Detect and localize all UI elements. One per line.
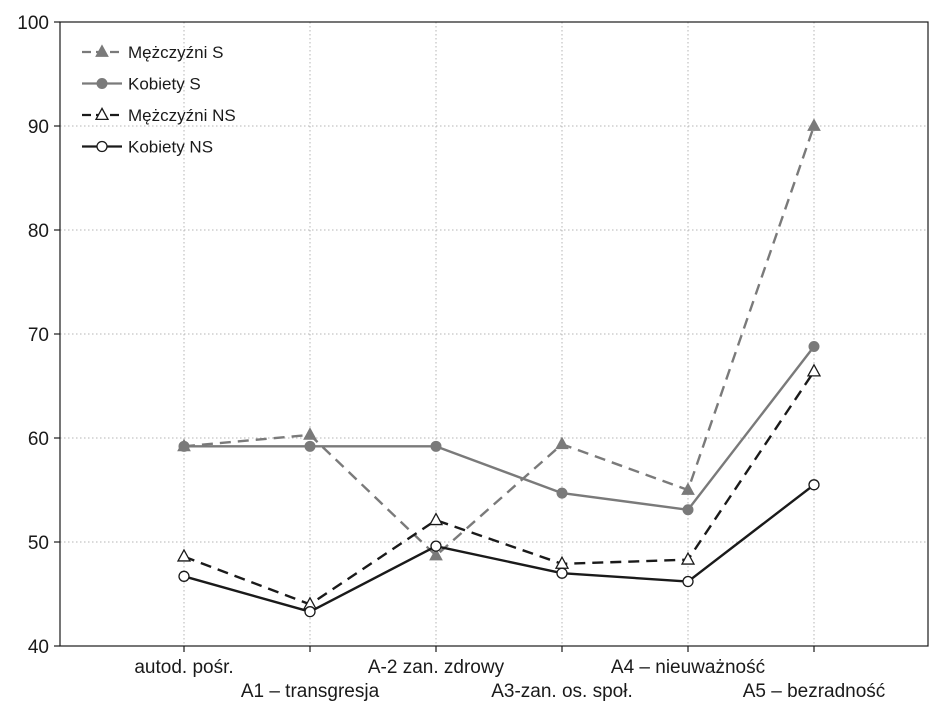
legend-item: Kobiety NS [82,138,213,157]
legend-item: Kobiety S [82,75,201,94]
legend-swatch-marker [96,140,108,153]
series-4 [178,479,820,618]
data-point [808,479,820,491]
data-point [176,548,192,562]
series-line [183,370,815,606]
data-point [429,547,443,561]
series-3 [176,363,822,610]
data-point [178,440,190,452]
y-tick-label: 60 [28,429,49,450]
data-point [556,567,568,579]
x-tick-label: A5 – bezradność [743,681,886,702]
data-point [807,118,821,131]
data-point [680,551,696,565]
data-point [681,482,695,495]
legend-label: Mężczyźni NS [128,106,236,125]
y-tick-label: 90 [28,117,49,138]
legend-swatch-marker [96,78,108,89]
x-tick-label: A1 – transgresja [241,681,380,702]
data-point [430,440,442,452]
x-tick-label: autod. pośr. [134,657,233,678]
data-point [428,512,444,526]
series-2 [178,340,820,516]
series-line [183,125,816,557]
data-point [806,363,822,377]
x-tick-label: A4 – nieuważność [611,657,765,678]
legend-swatch-marker [94,107,110,121]
legend-label: Kobiety S [128,75,201,94]
x-tick-label: A-2 zan. zdrowy [368,657,505,678]
legend-label: Kobiety NS [128,138,213,157]
y-tick-label: 80 [28,221,49,242]
data-point [430,540,442,552]
data-point [555,436,569,450]
y-tick-label: 40 [28,637,49,658]
legend: Mężczyźni S Kobiety S Mężczyźni NS Kobiety … [82,43,236,157]
x-tick-label: A3-zan. os. społ. [491,681,633,702]
series-line [184,345,815,511]
legend-item: Mężczyźni NS [82,106,236,125]
data-point [682,504,694,516]
y-tick-label: 70 [28,325,49,346]
data-point [178,570,190,582]
data-point [682,575,694,588]
legend-swatch-marker [95,44,109,57]
legend-label: Mężczyźni S [128,43,223,62]
data-point [304,606,316,618]
y-tick-label: 100 [17,13,49,34]
data-point [556,487,568,499]
data-point [303,427,317,440]
y-tick-label: 50 [28,533,49,554]
series-line [183,483,815,613]
data-point [808,340,820,352]
data-point [304,440,316,452]
legend-item: Mężczyźni S [82,43,223,62]
